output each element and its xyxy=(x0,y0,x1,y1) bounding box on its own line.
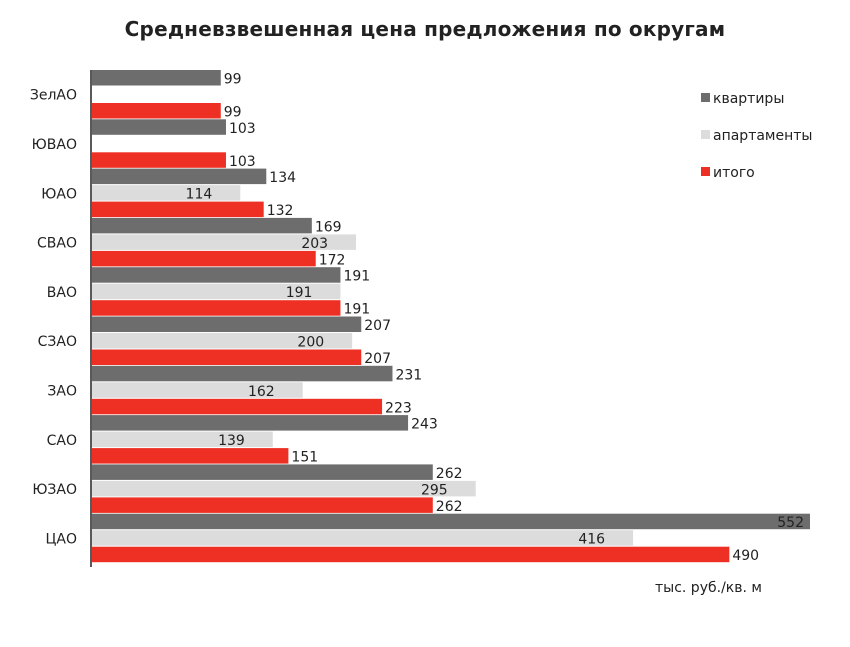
value-label: 169 xyxy=(315,219,342,235)
value-label: 200 xyxy=(297,335,324,351)
value-label: 243 xyxy=(411,417,438,433)
legend-label: апартаменты xyxy=(713,128,812,144)
bar-квартиры xyxy=(92,267,341,283)
value-label: 262 xyxy=(436,499,463,515)
bar-итого xyxy=(92,152,226,168)
bar-квартиры xyxy=(92,415,409,431)
value-label: 191 xyxy=(343,302,370,318)
value-label: 295 xyxy=(421,482,448,498)
category-label: ВАО xyxy=(47,285,77,301)
bar-квартиры xyxy=(92,365,393,382)
value-label: 99 xyxy=(224,105,242,121)
value-label: 151 xyxy=(291,450,318,466)
legend-swatch xyxy=(701,93,710,102)
bar-квартиры xyxy=(92,316,362,332)
value-label: 103 xyxy=(229,154,256,170)
value-label: 139 xyxy=(218,433,245,449)
bar-апартаменты xyxy=(92,530,634,546)
category-label: ЮЗАО xyxy=(32,482,77,498)
legend: квартиры апартаменты итого xyxy=(701,91,812,181)
legend-label: квартиры xyxy=(713,91,784,107)
value-label: 132 xyxy=(267,203,294,219)
value-label: 99 xyxy=(224,72,242,88)
category-label: ЗАО xyxy=(47,383,77,399)
bar-итого xyxy=(92,497,433,513)
value-label: 552 xyxy=(777,515,804,531)
legend-label: итого xyxy=(713,165,755,181)
labels-layer: ЗелАО9999ЮВАО103103ЮАО134114132СВАО16920… xyxy=(30,72,804,565)
bar-итого xyxy=(92,201,264,218)
value-label: 191 xyxy=(286,285,313,301)
value-label: 223 xyxy=(385,400,412,416)
value-label: 207 xyxy=(364,318,391,334)
bars-layer xyxy=(92,70,810,563)
bar-итого xyxy=(92,300,341,316)
value-label: 103 xyxy=(229,121,256,137)
chart-title: Средневзвешенная цена предложения по окр… xyxy=(124,17,726,41)
value-label: 191 xyxy=(343,269,370,285)
bar-апартаменты xyxy=(92,333,353,349)
category-label: ЦАО xyxy=(46,531,77,547)
category-label: ЗелАО xyxy=(30,88,77,104)
category-label: САО xyxy=(47,433,77,449)
bar-квартиры xyxy=(92,119,226,135)
bar-апартаменты xyxy=(92,283,341,300)
bar-апартаменты xyxy=(92,234,357,250)
value-label: 262 xyxy=(436,466,463,482)
bar-итого xyxy=(92,349,362,365)
bar-апартаменты xyxy=(92,480,476,497)
bar-апартаменты xyxy=(92,382,303,398)
category-label: СВАО xyxy=(37,236,77,252)
legend-swatch xyxy=(701,130,710,139)
bar-апартаменты xyxy=(92,431,273,448)
unit-label: тыс. руб./кв. м xyxy=(655,580,762,596)
category-label: СЗАО xyxy=(38,334,77,350)
value-label: 203 xyxy=(301,236,328,252)
value-label: 207 xyxy=(364,351,391,367)
bar-итого xyxy=(92,398,383,415)
value-label: 172 xyxy=(319,252,346,268)
bar-квартиры xyxy=(92,168,267,185)
value-label: 114 xyxy=(186,187,213,203)
bar-квартиры xyxy=(92,70,221,86)
value-label: 162 xyxy=(248,384,275,400)
value-label: 231 xyxy=(395,367,422,383)
bar-квартиры xyxy=(92,464,433,480)
category-label: ЮАО xyxy=(41,186,77,202)
bar-итого xyxy=(92,448,289,464)
value-label: 416 xyxy=(578,532,605,548)
legend-swatch xyxy=(701,167,710,176)
category-label: ЮВАО xyxy=(32,137,77,153)
value-label: 490 xyxy=(732,548,759,564)
bar-квартиры xyxy=(92,513,810,530)
bar-итого xyxy=(92,250,316,267)
bar-квартиры xyxy=(92,217,312,234)
bar-итого xyxy=(92,546,730,563)
bar-апартаменты xyxy=(92,185,241,201)
value-label: 134 xyxy=(269,170,296,186)
bar-итого xyxy=(92,103,221,119)
